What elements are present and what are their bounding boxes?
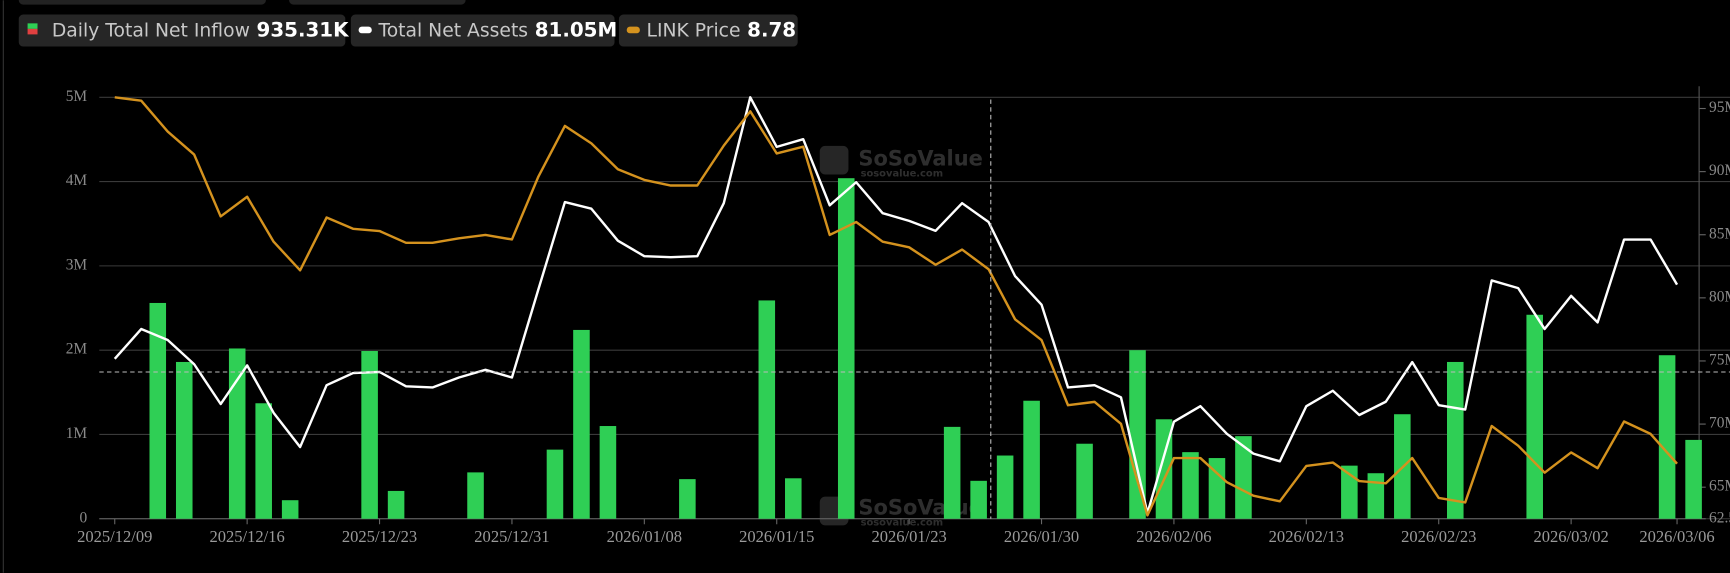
x-tick-label: 2025/12/23	[342, 527, 417, 546]
x-tick-label: 2025/12/16	[209, 527, 284, 546]
bar	[758, 300, 776, 519]
x-tick-label: 2026/02/23	[1401, 527, 1476, 546]
bar	[1526, 314, 1543, 519]
y2-tick-label: 80M	[1709, 288, 1730, 305]
legend-label: LINK Price	[647, 21, 741, 42]
bar	[1182, 452, 1199, 519]
y2-tick-label: 85M	[1709, 225, 1730, 242]
line	[113, 96, 1679, 515]
x-tick-label: 2025/12/09	[77, 527, 152, 546]
legend-label: Daily Total Net Inflow	[52, 21, 250, 42]
y2-tick-label: 75M	[1709, 352, 1730, 369]
y-tick-label: 3M	[66, 256, 88, 273]
legend-chip	[18, 14, 346, 47]
x-tick-label: 2026/01/15	[739, 527, 814, 546]
y2-tick-label: 95M	[1709, 99, 1730, 116]
legend-swatch	[626, 26, 640, 34]
y-tick-label: 4M	[66, 172, 88, 189]
legend-swatch	[27, 23, 38, 29]
x-tick-label: 2026/02/13	[1269, 527, 1344, 546]
y-tick-label: 2M	[66, 341, 88, 358]
bar	[281, 500, 299, 519]
legend-swatch	[358, 26, 372, 34]
legend-item[interactable]: LINK Price 8.78	[618, 14, 798, 47]
bar	[255, 403, 272, 519]
line	[114, 96, 1678, 517]
tab[interactable]	[18, 0, 266, 5]
legend-value: 935.31K	[257, 19, 350, 42]
bar	[1235, 436, 1252, 519]
bar	[361, 351, 378, 519]
watermark-url: sosovalue.com	[861, 169, 943, 180]
bar	[1076, 443, 1093, 519]
x-tick-label: 2026/03/06	[1639, 527, 1714, 546]
bar	[996, 455, 1014, 519]
tab[interactable]	[289, 0, 466, 5]
bar	[149, 302, 167, 519]
legend-label: Total Net Assets	[377, 21, 528, 42]
watermark: SoSoValue sosovalue.com	[819, 145, 983, 180]
watermark-text: SoSoValue	[858, 495, 983, 519]
bar	[546, 449, 564, 519]
legend-swatch	[27, 28, 38, 35]
y2-tick-label: 65M	[1709, 478, 1730, 495]
legend-value: 81.05M	[535, 19, 618, 42]
bar	[1341, 465, 1358, 519]
legend-value: 8.78	[747, 19, 796, 42]
y2-tick-label: 70M	[1709, 415, 1730, 432]
y2-tick-label: 62.5M	[1709, 509, 1730, 526]
bar	[467, 472, 484, 519]
x-tick-label: 2026/02/06	[1136, 527, 1211, 546]
y-tick-label: 5M	[66, 88, 88, 105]
legend-item[interactable]: Daily Total Net Inflow 935.31K	[18, 14, 350, 47]
bar	[837, 178, 855, 519]
bar	[175, 361, 193, 519]
bar	[1367, 473, 1385, 519]
x-tick-label: 2026/03/02	[1533, 527, 1608, 546]
watermark-url: sosovalue.com	[861, 517, 943, 528]
bar	[1023, 400, 1040, 519]
x-tick-label: 2026/01/23	[871, 527, 946, 546]
bar	[573, 329, 590, 519]
watermark-logo	[819, 145, 849, 175]
y-tick-label: 1M	[66, 425, 88, 442]
x-tick-label: 2026/01/08	[607, 527, 682, 546]
bar	[1208, 458, 1226, 519]
bar	[1129, 350, 1146, 519]
y-tick-label: 0	[79, 509, 87, 526]
bar	[785, 478, 802, 519]
bar	[1685, 439, 1702, 519]
bar	[943, 426, 961, 519]
legend-chip	[350, 14, 615, 47]
x-tick-label: 2025/12/31	[474, 527, 549, 546]
x-tick-label: 2026/01/30	[1004, 527, 1079, 546]
bar	[679, 479, 696, 519]
legend-chip	[618, 14, 798, 47]
watermark-text: SoSoValue	[858, 147, 983, 171]
bar	[1658, 355, 1676, 519]
legend-item[interactable]: Total Net Assets 81.05M	[350, 14, 618, 47]
bar	[1446, 361, 1464, 519]
bar	[970, 480, 987, 519]
bar	[599, 426, 617, 519]
bar	[387, 490, 405, 519]
bar	[228, 348, 246, 519]
y2-tick-label: 90M	[1709, 162, 1730, 179]
